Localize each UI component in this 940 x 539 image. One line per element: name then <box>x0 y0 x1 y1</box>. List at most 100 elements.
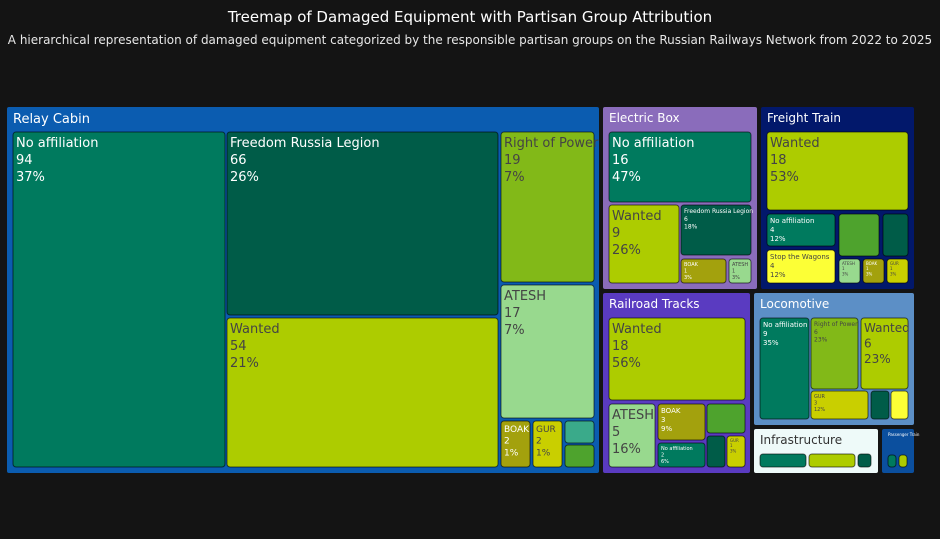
treemap-tile-relay-cabin-gur[interactable] <box>532 420 563 468</box>
tile-label: GUR <box>536 425 556 435</box>
tile-percent: 6% <box>661 459 669 465</box>
treemap-tile-locomotive-no-affiliation[interactable] <box>759 317 810 420</box>
tile-percent: 1% <box>504 448 519 458</box>
tile-label: Stop the Wagons <box>770 253 830 261</box>
treemap-tile-relay-cabin-boak[interactable] <box>500 420 531 468</box>
tile-value: 17 <box>504 306 521 321</box>
tile-percent: 23% <box>814 337 828 344</box>
tile-percent: 3% <box>890 271 897 276</box>
tile-value: 18 <box>770 153 787 168</box>
treemap-tile-freight-train-gur[interactable] <box>886 258 909 284</box>
tile-value: 2 <box>536 437 542 447</box>
treemap-tile-freight-train-atesh[interactable] <box>838 258 861 284</box>
treemap-tile-locomotive-right-of-power[interactable] <box>810 317 859 390</box>
tile-label: ATESH <box>612 408 654 423</box>
treemap-tile-freight-train-unlabeled[interactable] <box>838 213 880 257</box>
tile-value: 4 <box>770 262 775 270</box>
treemap-tile-freight-train-no-affiliation[interactable] <box>766 213 836 247</box>
tile-label: ATESH <box>504 289 546 304</box>
treemap-tile-relay-cabin-atesh[interactable] <box>500 284 595 419</box>
treemap-tile-relay-cabin-freedom-russia-legion[interactable] <box>226 131 499 316</box>
tile-percent: 3% <box>684 275 692 281</box>
treemap-tile-railroad-tracks-atesh[interactable] <box>608 403 656 468</box>
tile-value: 16 <box>612 153 629 168</box>
tile-label: Freedom Russia Legion <box>230 136 380 151</box>
tile-percent: 18% <box>684 224 698 231</box>
treemap-tile-freight-train-unlabeled[interactable] <box>882 213 909 257</box>
tile-label: BOAK <box>684 262 699 268</box>
tile-value: 9 <box>612 226 620 241</box>
category-label-freight-train: Freight Train <box>767 111 841 125</box>
tile-label: Wanted <box>864 321 910 335</box>
treemap-tile-infrastructure-unlabeled[interactable] <box>857 453 872 468</box>
treemap-tile-locomotive-wanted[interactable] <box>860 317 909 390</box>
tile-value: 4 <box>770 226 775 234</box>
treemap-tile-railroad-tracks-wanted[interactable] <box>608 317 746 401</box>
tile-value: 1 <box>732 269 735 275</box>
treemap-tile-locomotive-gur[interactable] <box>810 390 869 420</box>
treemap-tile-electric-box-freedom-russia-legion[interactable] <box>680 204 752 256</box>
tile-value: 1 <box>730 443 733 448</box>
tile-percent: 47% <box>612 170 641 185</box>
treemap-tile-relay-cabin-wanted[interactable] <box>226 317 499 468</box>
treemap-tile-relay-cabin-unlabeled[interactable] <box>564 444 595 468</box>
tile-percent: 23% <box>864 352 891 366</box>
treemap-tile-railroad-tracks-no-affiliation[interactable] <box>657 442 706 468</box>
treemap-tile-railroad-tracks-unlabeled[interactable] <box>706 435 726 468</box>
tile-percent: 3% <box>842 271 849 276</box>
tile-percent: 12% <box>814 407 825 413</box>
treemap-tile-electric-box-wanted[interactable] <box>608 204 680 284</box>
treemap-tile-relay-cabin-unlabeled[interactable] <box>564 420 595 444</box>
tile-value: 5 <box>612 425 620 440</box>
tile-label: GUR <box>814 394 826 400</box>
tile-value: 19 <box>504 153 521 168</box>
tile-percent: 12% <box>770 271 786 279</box>
tile-label: ATESH <box>842 261 855 266</box>
treemap-tile-railroad-tracks-gur[interactable] <box>726 435 746 468</box>
tile-percent: 53% <box>770 170 799 185</box>
tile-label: GUR <box>730 438 739 443</box>
tile-percent: 35% <box>763 339 779 347</box>
tile-value: 3 <box>661 416 665 424</box>
treemap-tile-locomotive-unlabeled[interactable] <box>890 390 909 420</box>
treemap-tile-passenger-train-unlabeled[interactable] <box>887 454 897 468</box>
treemap-tile-electric-box-no-affiliation[interactable] <box>608 131 752 203</box>
tile-value: 66 <box>230 153 247 168</box>
treemap-tile-freight-train-boak[interactable] <box>862 258 885 284</box>
tile-value: 1 <box>684 269 687 275</box>
tile-label: No affiliation <box>16 136 98 151</box>
tile-value: 2 <box>504 437 510 447</box>
tile-percent: 26% <box>230 170 259 185</box>
tile-percent: 37% <box>16 170 45 185</box>
treemap-tile-infrastructure-unlabeled[interactable] <box>759 453 807 468</box>
category-label-passenger-train: Passenger Train <box>888 432 920 437</box>
tile-value: 1 <box>866 266 869 271</box>
tile-label: BOAK <box>661 407 681 415</box>
tile-value: 6 <box>814 329 818 336</box>
treemap-tile-freight-train-stop-the-wagons[interactable] <box>766 249 836 284</box>
tile-value: 6 <box>864 337 872 351</box>
tile-label: No affiliation <box>612 136 694 151</box>
tile-label: GUR <box>890 261 899 266</box>
treemap-tile-railroad-tracks-unlabeled[interactable] <box>706 403 746 434</box>
treemap-tile-infrastructure-unlabeled[interactable] <box>808 453 856 468</box>
tile-percent: 26% <box>612 243 641 258</box>
treemap-tile-freight-train-wanted[interactable] <box>766 131 909 211</box>
treemap-tile-electric-box-boak[interactable] <box>680 258 727 284</box>
treemap-tile-passenger-train-unlabeled[interactable] <box>898 454 908 468</box>
treemap-tile-locomotive-unlabeled[interactable] <box>870 390 890 420</box>
tile-label: Right of Power <box>814 321 858 328</box>
category-label-railroad-tracks: Railroad Tracks <box>609 297 700 311</box>
tile-label: Wanted <box>230 322 280 337</box>
treemap-tile-relay-cabin-no-affiliation[interactable] <box>12 131 226 468</box>
tile-percent: 7% <box>504 170 525 185</box>
tile-percent: 1% <box>536 448 551 458</box>
treemap-tile-railroad-tracks-boak[interactable] <box>657 403 706 441</box>
tile-percent: 56% <box>612 356 641 371</box>
treemap-tile-relay-cabin-right-of-power[interactable] <box>500 131 595 283</box>
treemap-tile-electric-box-atesh[interactable] <box>728 258 752 284</box>
tile-value: 9 <box>763 330 767 338</box>
tile-percent: 9% <box>661 425 672 433</box>
chart-title: Treemap of Damaged Equipment with Partis… <box>227 8 713 26</box>
